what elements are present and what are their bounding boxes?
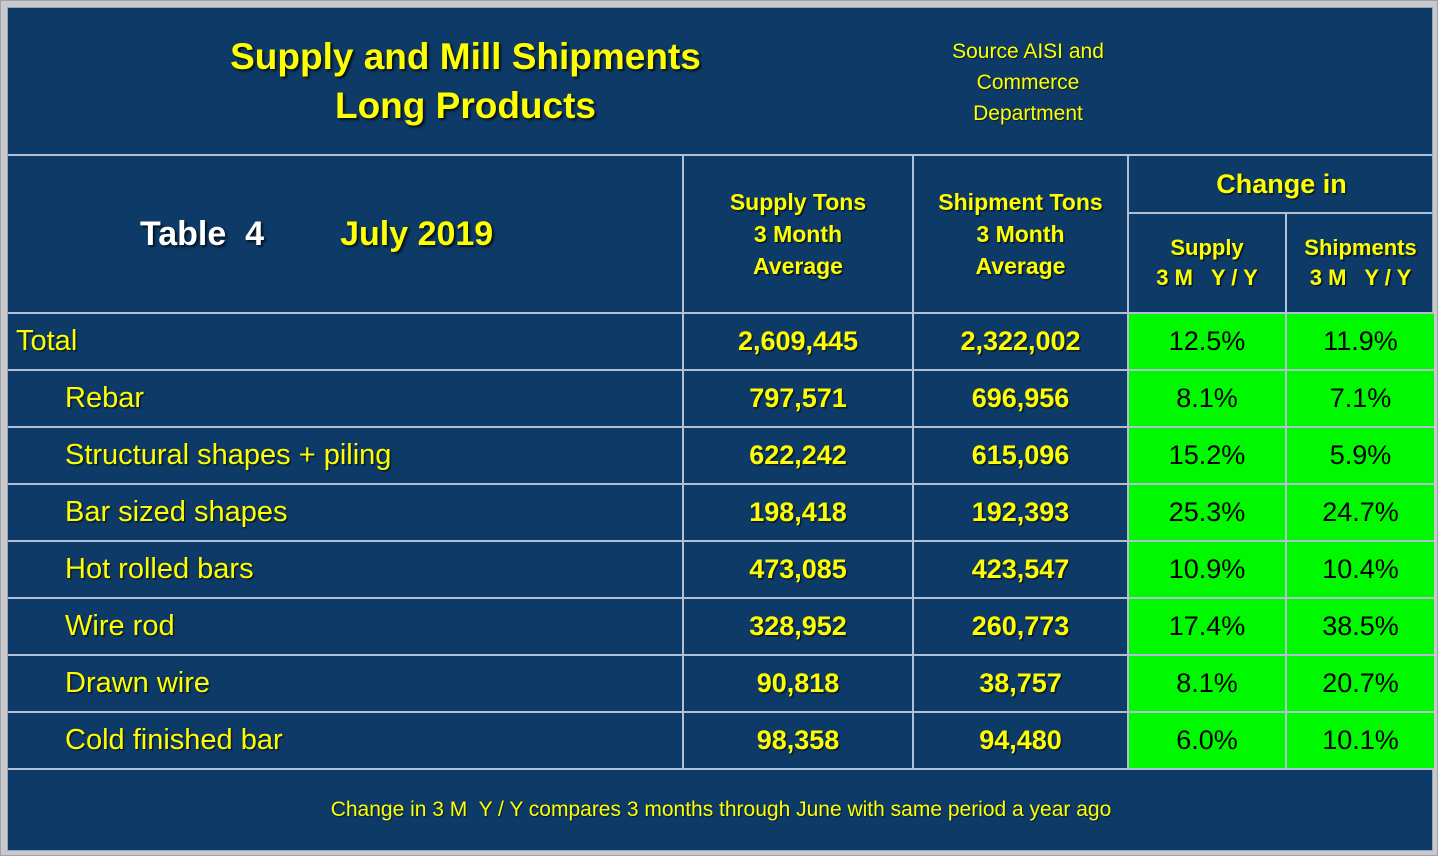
supply-change-value: 25.3% xyxy=(1127,485,1285,542)
supply-shipments-table: Supply and Mill Shipments Long Products … xyxy=(7,7,1434,851)
title-line-1: Supply and Mill Shipments xyxy=(230,36,701,77)
row-label-wire-rod: Wire rod xyxy=(8,599,682,656)
table-number-label: Table 4 xyxy=(140,214,265,253)
supply-change-value: 6.0% xyxy=(1127,713,1285,770)
page-title: Supply and Mill Shipments Long Products xyxy=(8,8,923,154)
column-header-change-in: Change in xyxy=(1127,156,1434,214)
title-band: Supply and Mill Shipments Long Products … xyxy=(8,8,1434,156)
shipment-value: 2,322,002 xyxy=(912,314,1127,371)
supply-value: 622,242 xyxy=(682,428,912,485)
shipments-change-value: 20.7% xyxy=(1285,656,1434,713)
footnote: Change in 3 M Y / Y compares 3 months th… xyxy=(330,798,1112,821)
supply-change-value: 12.5% xyxy=(1127,314,1285,371)
column-header-change-supply: Supply 3 M Y / Y xyxy=(1127,214,1285,314)
supply-change-value: 8.1% xyxy=(1127,371,1285,428)
supply-value: 198,418 xyxy=(682,485,912,542)
change-supply-line1: Supply xyxy=(1170,235,1244,260)
shipment-header-line3: Average xyxy=(975,253,1066,279)
change-shipments-line2: 3 M Y / Y xyxy=(1309,265,1412,290)
change-supply-line2: 3 M Y / Y xyxy=(1156,265,1258,290)
column-header-shipment-tons: Shipment Tons 3 Month Average xyxy=(912,156,1127,314)
source-attribution: Source AISI and Commerce Department xyxy=(878,8,1178,154)
shipment-value: 615,096 xyxy=(912,428,1127,485)
supply-header-line1: Supply Tons xyxy=(729,189,867,215)
row-label-rebar: Rebar xyxy=(8,371,682,428)
supply-header-line3: Average xyxy=(753,253,843,279)
shipments-change-value: 10.1% xyxy=(1285,713,1434,770)
shipment-value: 423,547 xyxy=(912,542,1127,599)
shipment-value: 260,773 xyxy=(912,599,1127,656)
shipments-change-value: 24.7% xyxy=(1285,485,1434,542)
row-label-drawn-wire: Drawn wire xyxy=(8,656,682,713)
supply-value: 328,952 xyxy=(682,599,912,656)
column-header-change-shipments: Shipments 3 M Y / Y xyxy=(1285,214,1434,314)
row-label-total: Total xyxy=(8,314,682,371)
title-line-2: Long Products xyxy=(334,85,597,126)
shipments-change-value: 38.5% xyxy=(1285,599,1434,656)
supply-value: 2,609,445 xyxy=(682,314,912,371)
shipment-header-line2: 3 Month xyxy=(976,221,1065,247)
shipments-change-value: 5.9% xyxy=(1285,428,1434,485)
column-header-supply-tons: Supply Tons 3 Month Average xyxy=(682,156,912,314)
shipment-value: 696,956 xyxy=(912,371,1127,428)
period-label: July 2019 xyxy=(340,214,494,253)
row-label-cold-finished-bar: Cold finished bar xyxy=(8,713,682,770)
source-line-1: Source AISI and xyxy=(952,40,1104,63)
row-label-bar-sized-shapes: Bar sized shapes xyxy=(8,485,682,542)
row-label-hot-rolled-bars: Hot rolled bars xyxy=(8,542,682,599)
shipment-value: 38,757 xyxy=(912,656,1127,713)
supply-change-value: 8.1% xyxy=(1127,656,1285,713)
source-line-3: Department xyxy=(973,102,1083,125)
supply-change-value: 15.2% xyxy=(1127,428,1285,485)
shipments-change-value: 10.4% xyxy=(1285,542,1434,599)
supply-value: 90,818 xyxy=(682,656,912,713)
supply-change-value: 17.4% xyxy=(1127,599,1285,656)
supply-value: 797,571 xyxy=(682,371,912,428)
source-line-2: Commerce xyxy=(976,71,1080,94)
shipments-change-value: 7.1% xyxy=(1285,371,1434,428)
supply-value: 98,358 xyxy=(682,713,912,770)
supply-value: 473,085 xyxy=(682,542,912,599)
shipment-value: 192,393 xyxy=(912,485,1127,542)
shipment-header-line1: Shipment Tons xyxy=(938,189,1103,215)
table-number-and-period: Table 4 July 2019 xyxy=(8,156,682,314)
row-label-structural-shapes: Structural shapes + piling xyxy=(8,428,682,485)
shipments-change-value: 11.9% xyxy=(1285,314,1434,371)
shipment-value: 94,480 xyxy=(912,713,1127,770)
supply-change-value: 10.9% xyxy=(1127,542,1285,599)
change-shipments-line1: Shipments xyxy=(1304,235,1417,260)
supply-header-line2: 3 Month xyxy=(753,221,843,247)
